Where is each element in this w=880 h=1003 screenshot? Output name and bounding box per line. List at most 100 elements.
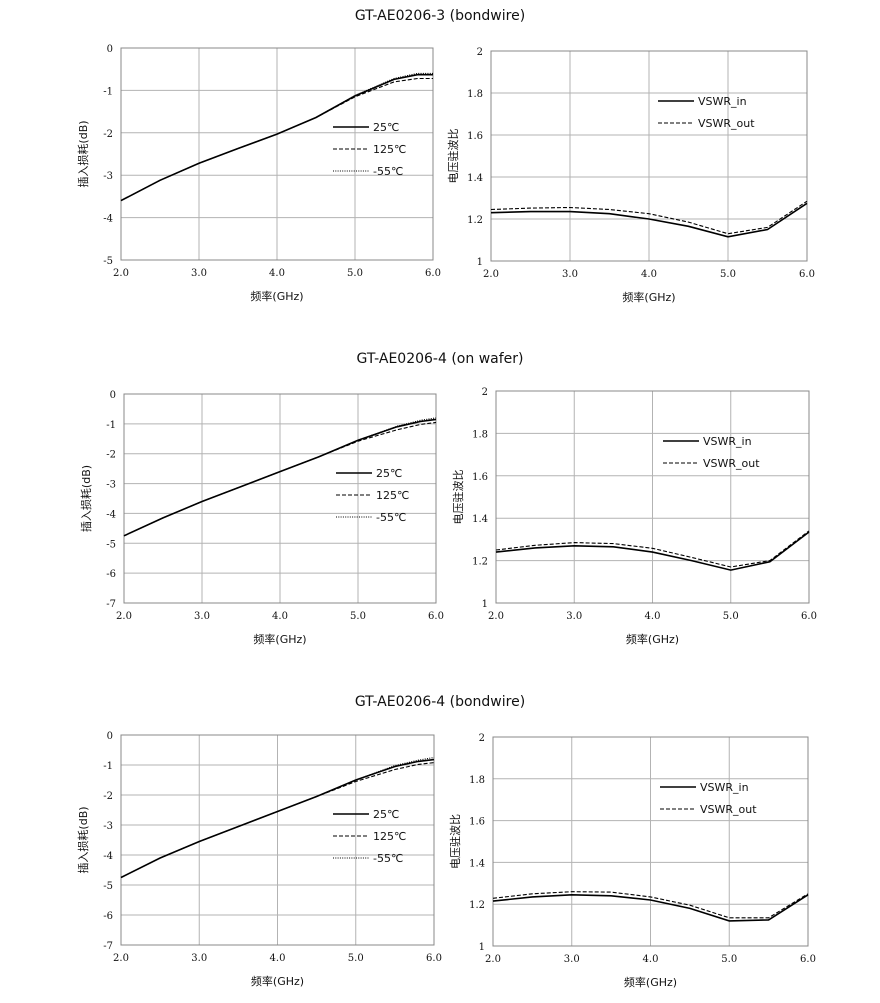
y-tick-label: -1 (106, 420, 116, 431)
x-tick-label: 4.0 (645, 611, 661, 622)
y-tick-label: -6 (106, 569, 116, 580)
x-tick-label: 3.0 (191, 268, 207, 279)
x-tick-label: 3.0 (191, 953, 207, 964)
y-tick-label: 0 (107, 44, 113, 55)
x-axis-label: 频率(GHz) (250, 289, 303, 303)
x-tick-label: 4.0 (641, 269, 657, 280)
y-tick-label: -3 (106, 480, 116, 491)
y-tick-label: -3 (103, 821, 113, 832)
y-tick-label: -6 (103, 911, 113, 922)
x-tick-label: 5.0 (348, 953, 364, 964)
y-tick-label: -1 (103, 761, 113, 772)
y-tick-label: -2 (106, 450, 116, 461)
y-tick-label: 2 (482, 387, 488, 398)
legend-label-2: -55℃ (376, 511, 406, 524)
y-tick-label: -4 (103, 851, 113, 862)
legend-label-2: -55℃ (373, 852, 403, 865)
x-tick-label: 2.0 (116, 611, 132, 622)
y-tick-label: 2 (477, 47, 483, 58)
y-tick-label: -5 (106, 539, 116, 550)
legend-label-0: VSWR_in (703, 435, 752, 448)
chart-5: GT-AE0206-4 (bondwire) 2.0 3.0 4.0 5.0 6.0 0 -1… (76, 694, 525, 988)
y-tick-label: 1.2 (469, 900, 485, 911)
y-tick-label: 1.4 (469, 858, 485, 869)
series-line-1 (492, 891, 809, 919)
series-line-2 (123, 417, 437, 537)
series-line-0 (490, 202, 808, 238)
chart-group-title: GT-AE0206-3 (bondwire) (355, 8, 525, 24)
x-tick-label: 6.0 (801, 611, 817, 622)
x-tick-label: 6.0 (800, 954, 816, 965)
legend-label-0: VSWR_in (700, 781, 749, 794)
x-tick-label: 4.0 (270, 953, 286, 964)
x-tick-label: 3.0 (564, 954, 580, 965)
y-tick-label: -2 (103, 129, 113, 140)
y-tick-label: 1.6 (467, 131, 483, 142)
x-axis-label: 频率(GHz) (253, 632, 306, 646)
y-tick-label: -4 (106, 509, 116, 520)
y-tick-label: -3 (103, 171, 113, 182)
y-tick-label: 1.2 (472, 557, 488, 568)
x-tick-label: 3.0 (566, 611, 582, 622)
series-line-1 (490, 200, 808, 235)
x-axis-label: 频率(GHz) (626, 632, 679, 646)
y-tick-label: 1.8 (467, 89, 483, 100)
x-tick-label: 5.0 (347, 268, 363, 279)
y-tick-label: 1.8 (469, 775, 485, 786)
y-axis-label: 插入损耗(dB) (76, 806, 90, 873)
x-tick-label: 2.0 (113, 953, 129, 964)
x-tick-label: 6.0 (428, 611, 444, 622)
y-tick-label: -7 (106, 599, 116, 610)
plot-frame (120, 734, 435, 946)
y-tick-label: 1.4 (472, 514, 488, 525)
x-axis-label: 频率(GHz) (251, 974, 304, 988)
series-line-1 (495, 530, 810, 568)
x-tick-label: 4.0 (643, 954, 659, 965)
plot-frame (120, 47, 434, 261)
y-tick-label: 1 (482, 599, 488, 610)
plot-frame (490, 50, 808, 262)
chart-6: 2.0 3.0 4.0 5.0 6.0 2 1.8 1.6 1.4 1.2 1 频率(GHz) 电压驻波… (448, 733, 816, 989)
x-tick-label: 2.0 (488, 611, 504, 622)
y-tick-label: -5 (103, 881, 113, 892)
chart-2: 2.0 3.0 4.0 5.0 6.0 2 1.8 1.6 1.4 1.2 1 频率(GHz) 电压驻波… (446, 47, 815, 304)
y-axis-label: 插入损耗(dB) (76, 120, 90, 187)
x-axis-label: 频率(GHz) (624, 975, 677, 989)
y-axis-label: 插入损耗(dB) (79, 465, 93, 532)
series-line-0 (492, 893, 809, 922)
series-line-1 (120, 77, 433, 202)
series-line-1 (123, 421, 437, 537)
y-tick-label: 1.8 (472, 429, 488, 440)
y-tick-label: -4 (103, 214, 113, 225)
chart-group-title: GT-AE0206-4 (bondwire) (355, 694, 525, 710)
x-tick-label: 5.0 (720, 269, 736, 280)
y-tick-label: 0 (110, 390, 116, 401)
y-tick-label: 1.2 (467, 215, 483, 226)
y-axis-label: 电压驻波比 (446, 129, 460, 184)
y-tick-label: -7 (103, 941, 113, 952)
y-axis-label: 电压驻波比 (451, 470, 465, 525)
legend-label-2: -55℃ (373, 165, 403, 178)
plot-frame (123, 393, 437, 604)
y-axis-label: 电压驻波比 (448, 814, 462, 869)
legend-label-0: 25℃ (373, 121, 399, 134)
x-tick-label: 3.0 (562, 269, 578, 280)
legend-label-1: 125℃ (373, 143, 406, 156)
x-tick-label: 6.0 (426, 953, 442, 964)
series-line-2 (120, 72, 433, 202)
y-tick-label: -5 (103, 256, 113, 267)
x-tick-label: 5.0 (350, 611, 366, 622)
x-tick-label: 3.0 (194, 611, 210, 622)
chart-4: 2.0 3.0 4.0 5.0 6.0 2 1.8 1.6 1.4 1.2 1 频率(GHz) 电压驻波… (451, 387, 817, 646)
legend-label-1: 125℃ (376, 489, 409, 502)
legend-label-1: VSWR_out (703, 457, 760, 470)
series-line-0 (495, 531, 810, 571)
legend-label-0: 25℃ (376, 467, 402, 480)
x-tick-label: 5.0 (723, 611, 739, 622)
legend-label-1: VSWR_out (698, 117, 755, 130)
x-tick-label: 5.0 (721, 954, 737, 965)
legend-label-1: VSWR_out (700, 803, 757, 816)
y-tick-label: -1 (103, 86, 113, 97)
plot-frame (492, 736, 809, 947)
